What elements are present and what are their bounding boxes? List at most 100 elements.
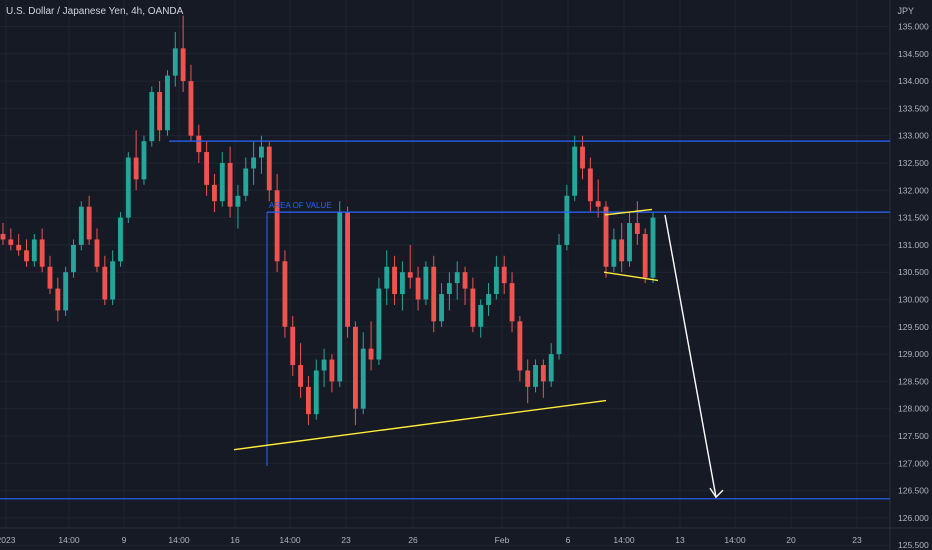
y-tick-label: 131.500 (898, 213, 929, 223)
candle-body (587, 168, 593, 202)
y-tick-label: 134.000 (898, 76, 929, 86)
candle-body (282, 261, 288, 327)
candle-body (337, 212, 343, 382)
candle-body (360, 348, 366, 409)
candle-body (572, 146, 578, 196)
candle-body (266, 146, 272, 191)
candle-body (454, 272, 460, 284)
candle-body (619, 239, 625, 262)
candle-body (0, 233, 6, 240)
x-tick-label: 14:00 (724, 535, 746, 545)
candle-body (71, 244, 76, 273)
y-tick-label: 126.000 (898, 513, 929, 523)
candle-body (39, 239, 45, 267)
candle-body (384, 266, 390, 289)
candle-body (204, 152, 210, 185)
candle-body (180, 48, 186, 82)
candle-body (493, 266, 499, 295)
x-tick-label: 26 (408, 535, 418, 545)
candle-body (259, 146, 264, 158)
candle-body (470, 288, 476, 327)
candle-body (321, 359, 327, 371)
candle-body (556, 244, 562, 355)
candle-body (368, 348, 374, 360)
y-tick-label: 128.000 (898, 404, 929, 414)
candle-body (235, 195, 241, 207)
y-tick-label: 125.500 (898, 540, 929, 550)
x-tick-label: 14:00 (58, 535, 80, 545)
y-tick-label: 129.500 (898, 322, 929, 332)
x-tick-label: 20 (786, 535, 796, 545)
x-tick-label: Feb (495, 535, 510, 545)
y-tick-label: 128.500 (898, 376, 929, 386)
candle-body (149, 92, 155, 142)
candle-body (540, 365, 546, 382)
y-tick-label: 126.500 (898, 486, 929, 496)
x-tick-label: 23 (341, 535, 351, 545)
candle-body (509, 283, 515, 322)
flag-upper-trendline[interactable] (604, 208, 653, 216)
candle-body (102, 266, 108, 300)
candle-body (564, 195, 570, 245)
candle-body (251, 157, 257, 169)
y-tick-label: 132.500 (898, 158, 929, 168)
candle-body (525, 370, 531, 387)
candle-body (196, 135, 202, 153)
candle-body (118, 217, 123, 262)
candle-body (533, 365, 538, 387)
candle-body (55, 288, 61, 311)
candle-body (188, 81, 194, 136)
y-tick-label: 127.500 (898, 431, 929, 441)
candle-body (392, 266, 397, 295)
candle-body (501, 266, 507, 284)
candle-body (407, 272, 413, 278)
candle-body (31, 239, 37, 262)
candle-body (141, 141, 147, 180)
y-tick-label: 135.000 (898, 22, 929, 32)
y-tick-label: 127.000 (898, 458, 929, 468)
candle-body (595, 201, 601, 207)
projection-arrow-line[interactable] (664, 214, 717, 498)
y-tick-label: 129.000 (898, 349, 929, 359)
candle-body (603, 206, 609, 267)
flag-lower-trendline[interactable] (603, 271, 659, 282)
y-tick-label: 132.000 (898, 185, 929, 195)
candle-body (580, 146, 585, 169)
rising-support-trendline[interactable] (233, 399, 607, 451)
candle-body (611, 239, 617, 267)
candle-body (219, 163, 225, 202)
candle-body (63, 272, 69, 311)
candle-body (305, 386, 311, 415)
candle-body (86, 206, 92, 240)
x-tick-label: 23 (852, 535, 862, 545)
candle-body (227, 163, 233, 207)
candle-body (329, 359, 335, 382)
x-tick-label: 6 (566, 535, 571, 545)
candle-body (172, 48, 178, 76)
x-tick-label: 14:00 (613, 535, 635, 545)
candle-body (8, 239, 14, 245)
candle-body (399, 272, 405, 295)
x-tick-label: 13 (675, 535, 685, 545)
candle-body (415, 277, 421, 300)
instrument-title: U.S. Dollar / Japanese Yen, 4h, OANDA (6, 6, 184, 17)
x-tick-label: 14:00 (168, 535, 190, 545)
candle-body (431, 266, 437, 322)
candle-body (110, 261, 116, 300)
candle-body (165, 75, 170, 131)
y-tick-label: 134.500 (898, 49, 929, 59)
candle-body (16, 244, 22, 251)
candle-body (345, 212, 351, 327)
candle-body (439, 294, 444, 322)
candle-body (642, 233, 648, 278)
candle-body (634, 223, 640, 234)
projection-arrow-head (709, 487, 724, 499)
candle-body (274, 190, 280, 262)
candle-body (125, 157, 131, 218)
candle-body (133, 157, 139, 180)
candle-body (290, 326, 296, 366)
candle-body (243, 168, 249, 196)
candle-body (627, 223, 632, 262)
